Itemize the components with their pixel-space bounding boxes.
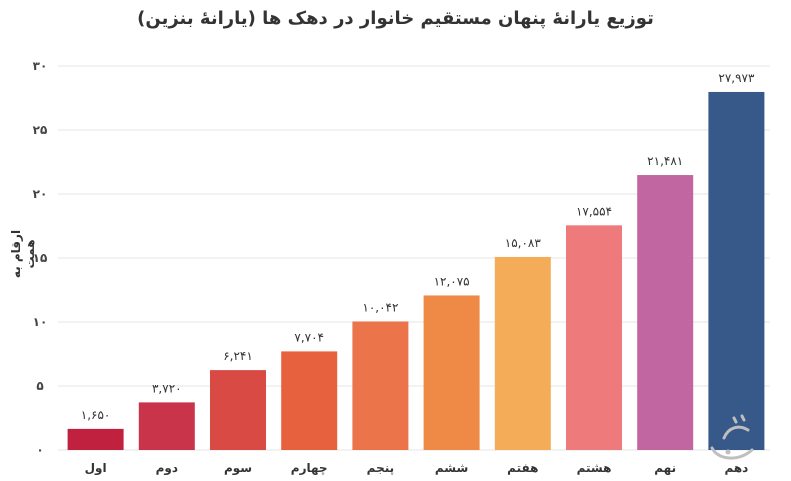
value-label: ۱۰,۰۴۲	[362, 300, 398, 314]
value-label: ۱۵,۰۸۳	[505, 236, 542, 250]
y-tick-label: ۱۵	[33, 251, 48, 265]
value-label: ۶,۲۴۱	[223, 349, 253, 363]
value-label: ۲۱,۴۸۱	[647, 154, 683, 168]
x-tick-label: نهم	[654, 461, 676, 475]
x-tick-label: چهارم	[291, 461, 328, 476]
x-tick-label: اول	[85, 461, 107, 476]
bar	[67, 428, 124, 450]
bar	[423, 295, 480, 450]
value-label: ۱,۶۵۰	[81, 408, 111, 422]
value-label: ۳,۷۲۰	[152, 381, 182, 395]
value-label: ۲۷,۹۷۳	[718, 71, 755, 85]
bar	[210, 370, 266, 450]
bar	[281, 351, 338, 450]
x-tick-label: ششم	[435, 461, 468, 475]
bar	[352, 321, 409, 450]
chart-title: توزیع یارانهٔ پنهان مستقیم خانوار در دهک…	[137, 8, 654, 29]
y-tick-label: ۰	[36, 443, 43, 457]
x-tick-label: سوم	[224, 461, 252, 476]
value-label: ۱۲,۰۷۵	[434, 274, 470, 288]
bar	[637, 175, 694, 450]
bar	[138, 402, 195, 450]
x-tick-labels: اول دوم سوم چهارم پنجم ششم هفتم هشتم نهم دهم	[85, 461, 749, 476]
x-tick-label: هفتم	[507, 461, 538, 475]
bar	[708, 91, 765, 450]
y-tick-label: ۲۵	[33, 123, 48, 137]
bars	[67, 91, 765, 450]
x-tick-label: هشتم	[577, 461, 612, 475]
y-tick-label: ۲۰	[33, 187, 48, 201]
y-tick-label: ۵	[36, 379, 43, 393]
value-label: ۷,۷۰۴	[294, 330, 324, 344]
x-tick-label: دهم	[724, 461, 748, 475]
y-tick-label: ۱۰	[33, 315, 48, 329]
value-label: ۱۷,۵۵۴	[576, 204, 612, 218]
x-tick-label: پنجم	[367, 461, 394, 475]
y-tick-labels: ۰ ۵ ۱۰ ۱۵ ۲۰ ۲۵ ۳۰	[33, 59, 48, 457]
bar	[566, 225, 622, 450]
x-tick-label: دوم	[156, 461, 178, 476]
bar	[494, 256, 551, 450]
logo-watermark	[710, 414, 754, 460]
value-labels: ۱,۶۵۰ ۳,۷۲۰ ۶,۲۴۱ ۷,۷۰۴ ۱۰,۰۴۲ ۱۲,۰۷۵ ۱۵,۰۸۳ ۱۷…	[81, 71, 755, 422]
y-tick-label: ۳۰	[33, 59, 48, 73]
